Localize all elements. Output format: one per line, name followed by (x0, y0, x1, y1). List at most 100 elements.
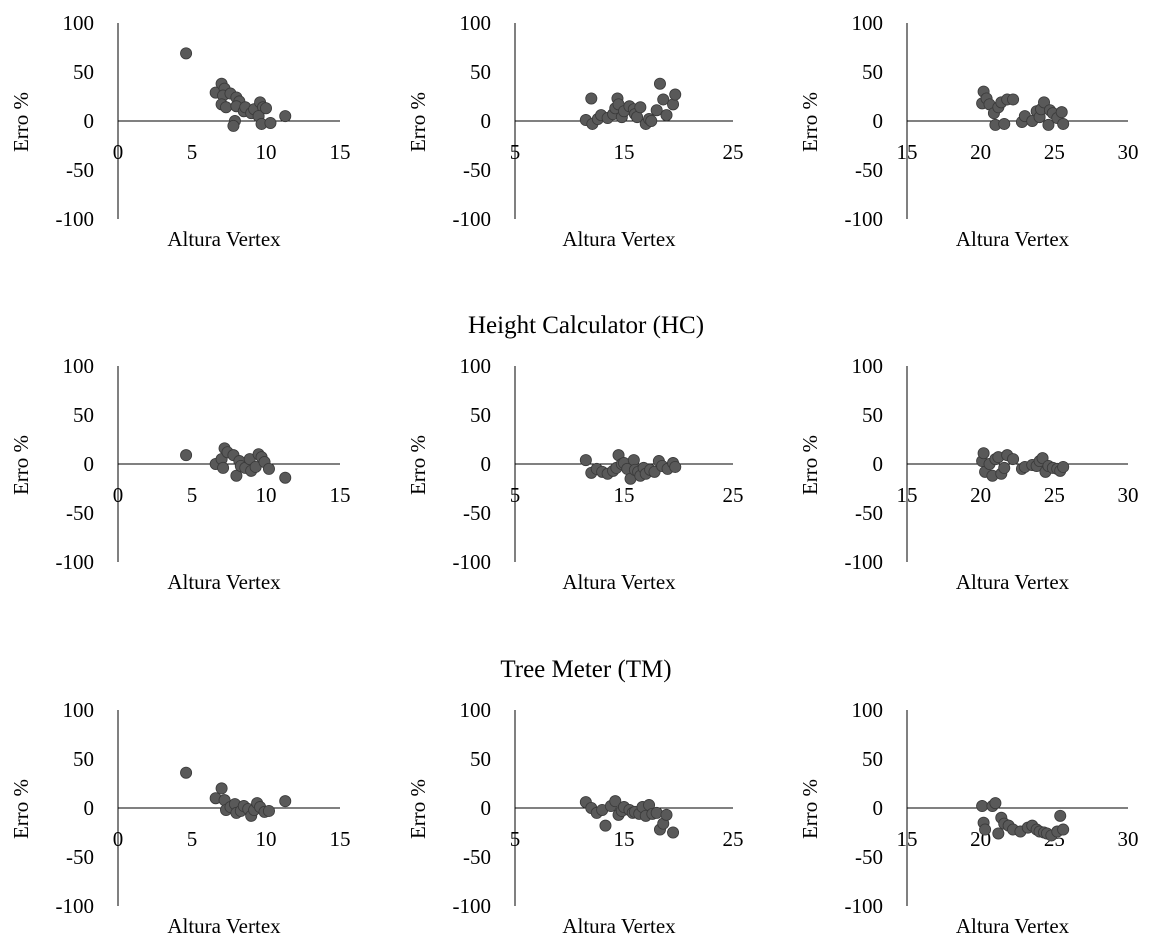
data-point (279, 471, 292, 484)
x-tick-label: 10 (256, 140, 277, 164)
data-point (667, 98, 680, 111)
y-tick-label: -50 (855, 501, 883, 525)
y-tick-label: 50 (470, 747, 491, 771)
data-point (992, 827, 1005, 840)
scatter-panel-3: 100 50 0 -50 -100 15 20 25 30 Altura Vertex Erro % (798, 11, 1139, 251)
data-point (669, 88, 682, 101)
x-tick-label: 25 (723, 483, 744, 507)
scatter-panel-7: 100 50 0 -50 -100 0 5 10 15 Altura Vertex Erro % (9, 698, 351, 938)
y-tick-label: -100 (453, 550, 492, 574)
x-axis-title: Altura Vertex (167, 570, 281, 594)
y-tick-label: -50 (66, 158, 94, 182)
data-point (979, 823, 992, 836)
x-tick-label: 5 (187, 483, 198, 507)
x-tick-label: 15 (330, 140, 351, 164)
y-tick-label: 50 (73, 403, 94, 427)
y-tick-label: 0 (481, 109, 492, 133)
x-tick-label: 25 (723, 140, 744, 164)
data-point (262, 462, 275, 475)
y-tick-label: 0 (873, 452, 884, 476)
x-tick-label: 30 (1118, 483, 1139, 507)
x-tick-label: 25 (1044, 140, 1065, 164)
x-tick-label: 15 (897, 483, 918, 507)
y-tick-label: 100 (460, 11, 492, 35)
x-axis-title: Altura Vertex (956, 570, 1070, 594)
y-tick-label: 50 (470, 403, 491, 427)
data-point (599, 819, 612, 832)
y-tick-label: 50 (862, 60, 883, 84)
y-tick-label: 100 (63, 698, 95, 722)
y-axis-title: Erro % (798, 92, 822, 152)
data-point (1057, 117, 1070, 130)
y-tick-label: -100 (56, 550, 95, 574)
section-title-hc: Height Calculator (HC) (468, 312, 704, 339)
data-point (279, 110, 292, 123)
y-axis-title: Erro % (406, 92, 430, 152)
y-tick-label: 50 (73, 60, 94, 84)
y-tick-label: 100 (63, 11, 95, 35)
data-point (1057, 823, 1070, 836)
scatter-panel-5: 100 50 0 -50 -100 5 15 25 Altura Vertex Erro % (406, 354, 744, 594)
data-point (262, 804, 275, 817)
x-tick-label: 0 (113, 483, 124, 507)
y-tick-label: -100 (56, 207, 95, 231)
y-axis-title: Erro % (9, 435, 33, 495)
data-point (667, 826, 680, 839)
x-tick-label: 20 (970, 483, 991, 507)
x-tick-label: 5 (187, 140, 198, 164)
data-point (264, 116, 277, 129)
x-tick-label: 15 (614, 827, 635, 851)
x-tick-label: 15 (897, 827, 918, 851)
x-tick-label: 5 (510, 827, 521, 851)
x-axis-title: Altura Vertex (167, 227, 281, 251)
y-tick-label: 100 (852, 354, 884, 378)
y-tick-label: 50 (470, 60, 491, 84)
y-tick-label: 100 (852, 11, 884, 35)
data-point (215, 782, 228, 795)
data-point (220, 101, 233, 114)
data-point (585, 92, 598, 105)
scatter-panel-6: 100 50 0 -50 -100 15 20 25 30 Altura Vertex Erro % (798, 354, 1139, 594)
y-tick-label: -100 (845, 894, 884, 918)
x-axis-title: Altura Vertex (562, 914, 676, 938)
y-tick-label: 0 (873, 109, 884, 133)
x-axis-title: Altura Vertex (956, 227, 1070, 251)
x-tick-label: 10 (256, 483, 277, 507)
data-point (669, 460, 682, 473)
x-axis-title: Altura Vertex (167, 914, 281, 938)
data-point (657, 93, 670, 106)
data-point (609, 795, 622, 808)
y-axis-title: Erro % (406, 435, 430, 495)
scatter-panel-8: 100 50 0 -50 -100 5 15 25 Altura Vertex Erro % (406, 698, 744, 938)
x-tick-label: 25 (1044, 483, 1065, 507)
y-tick-label: 0 (481, 796, 492, 820)
y-tick-label: 50 (73, 747, 94, 771)
data-point (1007, 93, 1020, 106)
y-tick-label: -50 (66, 845, 94, 869)
data-point (998, 461, 1011, 474)
y-tick-label: 0 (873, 796, 884, 820)
data-point (217, 461, 230, 474)
x-tick-label: 5 (510, 483, 521, 507)
x-tick-label: 0 (113, 827, 124, 851)
data-point (650, 104, 663, 117)
y-tick-label: 0 (84, 109, 95, 133)
y-tick-label: 100 (852, 698, 884, 722)
y-axis-title: Erro % (798, 779, 822, 839)
data-point (259, 102, 272, 115)
y-tick-label: -50 (66, 501, 94, 525)
scatter-panel-4: 100 50 0 -50 -100 0 5 10 15 Altura Vertex Erro % (9, 354, 351, 594)
x-axis-title: Altura Vertex (956, 914, 1070, 938)
y-tick-label: -50 (463, 845, 491, 869)
data-point (1007, 453, 1020, 466)
data-point (230, 469, 243, 482)
y-axis-title: Erro % (798, 435, 822, 495)
x-tick-label: 15 (614, 140, 635, 164)
y-tick-label: 0 (84, 796, 95, 820)
data-point (653, 77, 666, 90)
y-axis-title: Erro % (406, 779, 430, 839)
y-tick-label: -100 (845, 207, 884, 231)
x-tick-label: 15 (897, 140, 918, 164)
